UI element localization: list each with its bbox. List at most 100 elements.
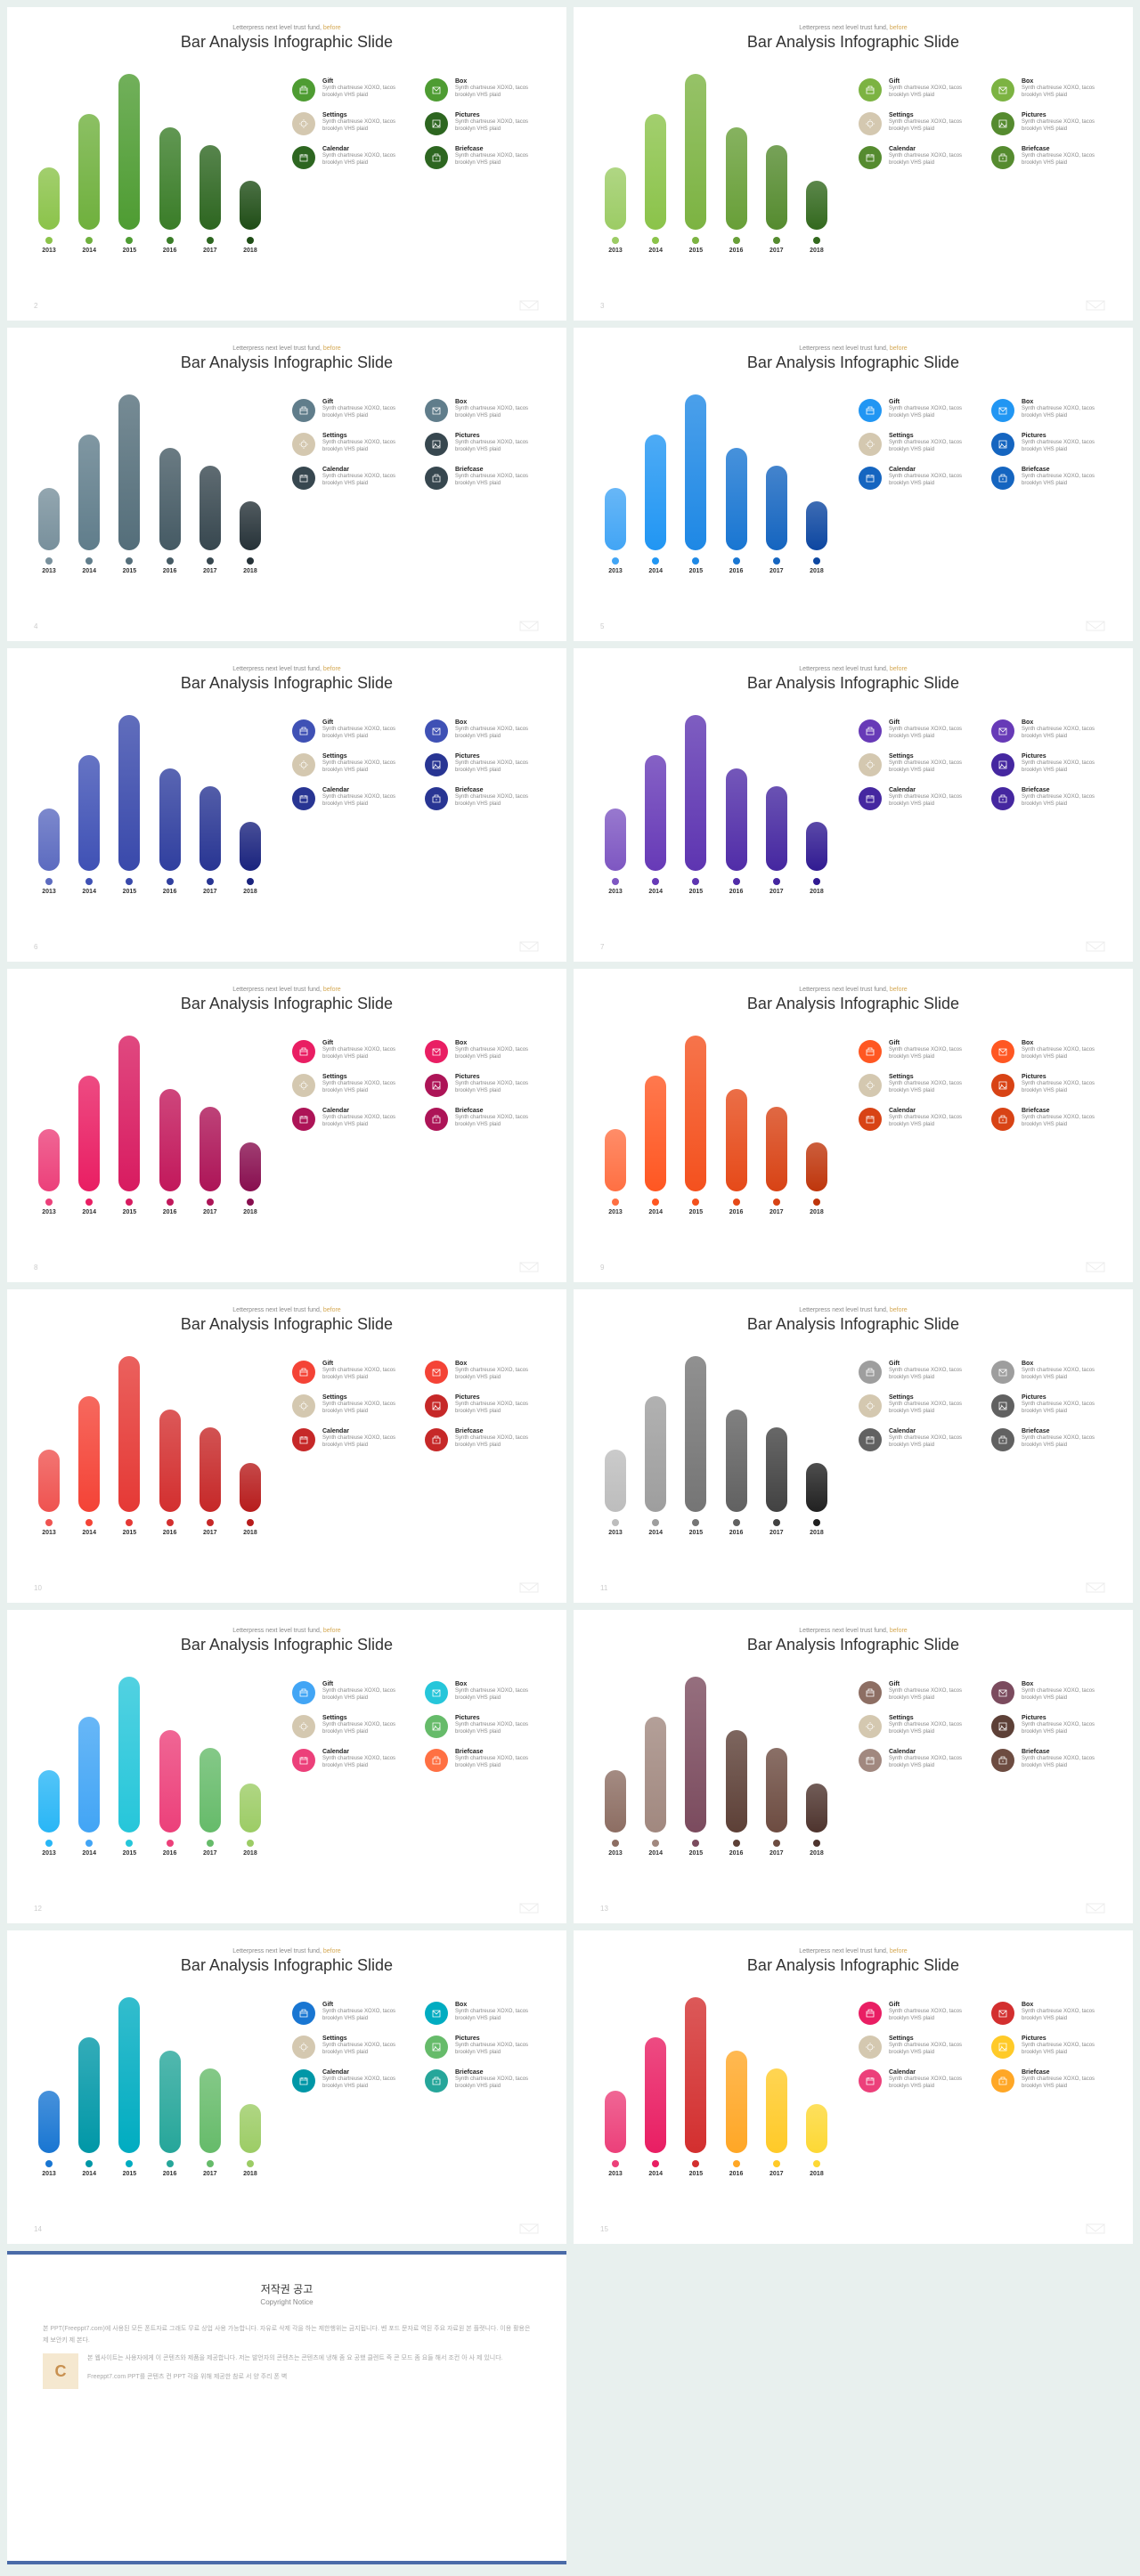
legend-item: CalendarSynth chartreuse XOXO, tacos bro… bbox=[292, 1428, 407, 1451]
legend-item: GiftSynth chartreuse XOXO, tacos brookly… bbox=[292, 399, 407, 422]
slide-title: Bar Analysis Infographic Slide bbox=[600, 995, 1106, 1013]
legend-icon bbox=[292, 1394, 315, 1418]
slide-number: 15 bbox=[600, 2225, 608, 2233]
bar bbox=[38, 488, 60, 550]
legend-desc: Synth chartreuse XOXO, tacos brooklyn VH… bbox=[889, 760, 973, 775]
legend-item: BoxSynth chartreuse XOXO, tacos brooklyn… bbox=[425, 78, 540, 102]
legend: GiftSynth chartreuse XOXO, tacos brookly… bbox=[292, 711, 540, 895]
bar-label: 2015 bbox=[118, 237, 140, 254]
legend-desc: Synth chartreuse XOXO, tacos brooklyn VH… bbox=[1022, 1722, 1106, 1736]
legend-desc: Synth chartreuse XOXO, tacos brooklyn VH… bbox=[889, 1081, 973, 1095]
slide: Letterpress next level trust fund, befor… bbox=[574, 1610, 1133, 1923]
legend-icon bbox=[425, 1715, 448, 1738]
legend-title: Calendar bbox=[322, 1749, 407, 1755]
legend-desc: Synth chartreuse XOXO, tacos brooklyn VH… bbox=[889, 119, 973, 134]
legend-title: Settings bbox=[322, 2036, 407, 2042]
legend: GiftSynth chartreuse XOXO, tacos brookly… bbox=[292, 1993, 540, 2177]
bar-label: 2013 bbox=[38, 237, 60, 254]
bar-label: 2018 bbox=[806, 1840, 827, 1857]
bar bbox=[159, 2051, 181, 2153]
legend-item: BriefcaseSynth chartreuse XOXO, tacos br… bbox=[991, 467, 1106, 490]
legend-desc: Synth chartreuse XOXO, tacos brooklyn VH… bbox=[322, 760, 407, 775]
legend-icon bbox=[292, 719, 315, 743]
bar-label: 2017 bbox=[766, 1840, 787, 1857]
bar-label: 2018 bbox=[806, 878, 827, 895]
slide-subtitle: Letterpress next level trust fund, befor… bbox=[34, 987, 540, 993]
bar bbox=[240, 1142, 261, 1191]
legend-title: Settings bbox=[322, 1715, 407, 1721]
legend-icon bbox=[425, 2036, 448, 2059]
slide-title: Bar Analysis Infographic Slide bbox=[600, 1315, 1106, 1334]
bar bbox=[118, 1677, 140, 1832]
bar bbox=[645, 755, 666, 871]
bar bbox=[726, 448, 747, 550]
legend-icon bbox=[292, 1108, 315, 1131]
legend-desc: Synth chartreuse XOXO, tacos brooklyn VH… bbox=[322, 474, 407, 488]
legend-icon bbox=[859, 1749, 882, 1772]
slide-number: 8 bbox=[34, 1264, 37, 1272]
bar-label: 2013 bbox=[605, 878, 626, 895]
bar-label: 2016 bbox=[726, 557, 747, 574]
bar-chart: 201320142015201620172018 bbox=[600, 1031, 832, 1215]
bar-label: 2014 bbox=[645, 2160, 666, 2177]
legend-item: GiftSynth chartreuse XOXO, tacos brookly… bbox=[859, 399, 973, 422]
slide: Letterpress next level trust fund, befor… bbox=[7, 648, 566, 962]
bar-label: 2017 bbox=[766, 2160, 787, 2177]
legend-item: BoxSynth chartreuse XOXO, tacos brooklyn… bbox=[425, 1040, 540, 1063]
legend-desc: Synth chartreuse XOXO, tacos brooklyn VH… bbox=[889, 406, 973, 420]
slide: Letterpress next level trust fund, befor… bbox=[574, 328, 1133, 641]
legend-icon bbox=[991, 753, 1014, 776]
bar-label: 2018 bbox=[806, 2160, 827, 2177]
legend-icon bbox=[292, 1361, 315, 1384]
legend-icon bbox=[425, 78, 448, 102]
legend-title: Calendar bbox=[322, 2069, 407, 2076]
bar-label: 2016 bbox=[159, 2160, 181, 2177]
bar bbox=[159, 127, 181, 230]
legend-icon bbox=[292, 753, 315, 776]
legend-icon bbox=[991, 78, 1014, 102]
legend-item: BoxSynth chartreuse XOXO, tacos brooklyn… bbox=[991, 719, 1106, 743]
bar-label: 2015 bbox=[685, 1199, 706, 1215]
slide-title: Bar Analysis Infographic Slide bbox=[34, 1315, 540, 1334]
legend-icon bbox=[292, 1715, 315, 1738]
bar-label: 2013 bbox=[605, 1199, 626, 1215]
legend-item: GiftSynth chartreuse XOXO, tacos brookly… bbox=[859, 1681, 973, 1704]
legend-item: CalendarSynth chartreuse XOXO, tacos bro… bbox=[859, 787, 973, 810]
legend-item: GiftSynth chartreuse XOXO, tacos brookly… bbox=[859, 78, 973, 102]
legend-item: GiftSynth chartreuse XOXO, tacos brookly… bbox=[859, 2002, 973, 2025]
bar-chart: 201320142015201620172018 bbox=[600, 390, 832, 574]
legend-desc: Synth chartreuse XOXO, tacos brooklyn VH… bbox=[455, 727, 540, 741]
bar bbox=[38, 2091, 60, 2153]
legend-desc: Synth chartreuse XOXO, tacos brooklyn VH… bbox=[1022, 1047, 1106, 1061]
legend-item: PicturesSynth chartreuse XOXO, tacos bro… bbox=[991, 433, 1106, 456]
bar-label: 2013 bbox=[605, 1519, 626, 1536]
bar-label: 2017 bbox=[200, 1840, 221, 1857]
legend-item: PicturesSynth chartreuse XOXO, tacos bro… bbox=[425, 112, 540, 135]
legend-icon bbox=[292, 1749, 315, 1772]
bar-label: 2013 bbox=[605, 237, 626, 254]
legend-item: PicturesSynth chartreuse XOXO, tacos bro… bbox=[425, 1074, 540, 1097]
bar bbox=[200, 1107, 221, 1191]
legend-icon bbox=[991, 1394, 1014, 1418]
bar-label: 2017 bbox=[766, 237, 787, 254]
legend-item: BoxSynth chartreuse XOXO, tacos brooklyn… bbox=[425, 2002, 540, 2025]
bar-label: 2014 bbox=[78, 1199, 100, 1215]
legend-item: CalendarSynth chartreuse XOXO, tacos bro… bbox=[292, 787, 407, 810]
bar-chart: 201320142015201620172018 bbox=[600, 711, 832, 895]
watermark-icon bbox=[1085, 940, 1106, 953]
slide-number: 14 bbox=[34, 2225, 42, 2233]
legend-title: Box bbox=[455, 1681, 540, 1687]
legend-desc: Synth chartreuse XOXO, tacos brooklyn VH… bbox=[1022, 153, 1106, 167]
legend-title: Briefcase bbox=[455, 787, 540, 793]
slide: Letterpress next level trust fund, befor… bbox=[574, 7, 1133, 321]
watermark-icon bbox=[518, 299, 540, 312]
legend-icon bbox=[292, 467, 315, 490]
legend-desc: Synth chartreuse XOXO, tacos brooklyn VH… bbox=[1022, 727, 1106, 741]
bar-label: 2018 bbox=[240, 1840, 261, 1857]
bar-label: 2017 bbox=[766, 1519, 787, 1536]
bar-label: 2018 bbox=[240, 2160, 261, 2177]
legend: GiftSynth chartreuse XOXO, tacos brookly… bbox=[292, 1352, 540, 1536]
bar bbox=[726, 768, 747, 871]
legend-icon bbox=[859, 787, 882, 810]
bar bbox=[38, 1129, 60, 1191]
